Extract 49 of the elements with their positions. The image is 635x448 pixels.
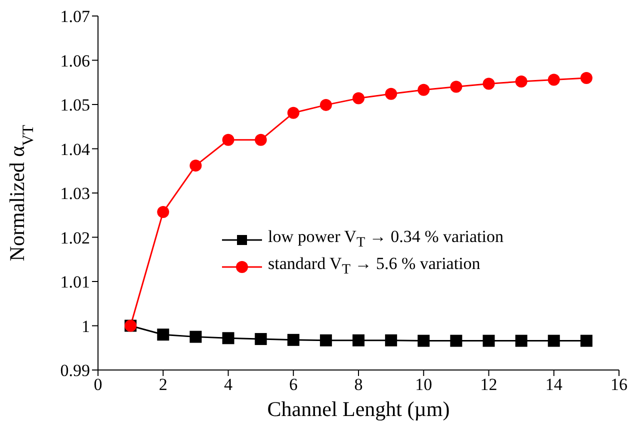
point <box>580 334 592 347</box>
point <box>418 84 430 96</box>
y-tick-label: 0.99 <box>60 361 90 380</box>
point <box>385 334 398 346</box>
point <box>450 80 462 93</box>
point <box>287 106 300 119</box>
point <box>320 334 332 346</box>
point <box>320 98 332 111</box>
point <box>482 334 495 347</box>
point <box>548 334 560 347</box>
point <box>287 334 300 346</box>
point <box>580 72 592 84</box>
y-tick-label: 1.05 <box>60 96 90 115</box>
x-axis-title: Channel Lenght (µm) <box>267 397 450 421</box>
x-tick-label: 14 <box>545 375 563 394</box>
point <box>190 330 202 343</box>
point <box>157 328 170 341</box>
point <box>515 334 528 347</box>
point <box>222 332 234 344</box>
x-tick-label: 10 <box>415 375 432 394</box>
x-tick-label: 6 <box>289 375 298 394</box>
y-tick-label: 1.02 <box>60 228 90 248</box>
legend-label: low power V$_{T}$ → 0.34 % variation <box>268 226 504 252</box>
y-tick-label: 1.06 <box>60 51 90 70</box>
point <box>157 206 170 218</box>
y-tick-label: 1.01 <box>60 272 90 292</box>
point <box>515 75 528 88</box>
point <box>190 160 202 172</box>
point <box>450 334 462 347</box>
y-tick-label: 1.04 <box>60 140 90 159</box>
point <box>352 92 364 104</box>
y-tick-label: 1.03 <box>60 184 90 204</box>
point <box>418 334 430 347</box>
point <box>548 74 560 86</box>
point <box>254 333 267 346</box>
point <box>254 134 267 146</box>
y-tick-label: 1 <box>82 316 90 336</box>
x-tick-label: 4 <box>224 375 233 394</box>
point <box>482 78 495 90</box>
point <box>385 88 398 100</box>
x-tick-label: 2 <box>158 375 168 394</box>
x-tick-label: 12 <box>480 375 498 394</box>
point <box>352 334 364 346</box>
x-tick-label: 8 <box>354 375 363 394</box>
point <box>222 134 234 146</box>
x-tick-label: 16 <box>610 375 628 394</box>
y-tick-label: 1.07 <box>60 7 90 26</box>
x-tick-label: 0 <box>94 375 102 394</box>
legend-label: standard V$_{T}$ → 5.6 % variation <box>268 253 480 280</box>
